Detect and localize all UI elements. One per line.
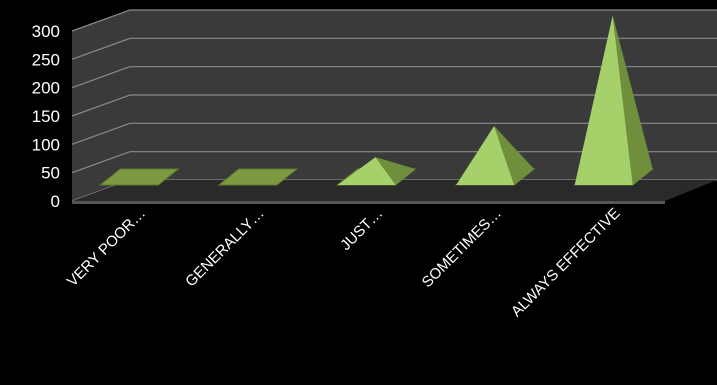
gridline (71, 122, 717, 145)
pyramid-front-face (456, 126, 515, 185)
y-tick-label: 50 (41, 164, 60, 183)
pyramid-side-face (612, 15, 653, 185)
pyramid (98, 168, 180, 186)
gridline (71, 37, 717, 60)
pyramid-side-face (494, 126, 535, 185)
pyramid (454, 126, 536, 186)
gridline (71, 9, 717, 32)
x-tick-label: VERY POOR… (64, 205, 149, 290)
gridline (71, 94, 717, 117)
pyramid-series (98, 15, 655, 186)
pyramid-front-face (574, 15, 633, 185)
pyramid-side-face (375, 157, 416, 185)
pyramid (217, 168, 299, 186)
x-tick-label: ALWAYS EFFECTIVE (508, 205, 624, 321)
y-tick-label: 300 (32, 22, 60, 41)
pyramid-base (98, 168, 180, 186)
y-tick-label: 0 (51, 192, 60, 211)
gridline (71, 151, 717, 174)
x-axis: VERY POOR… GENERALLY… JUST… SOMETIMES… ALWAY… (64, 205, 624, 321)
x-tick-label: GENERALLY… (182, 205, 268, 291)
y-tick-label: 100 (32, 135, 60, 154)
floor-edge (72, 201, 665, 204)
y-tick-label: 250 (32, 50, 60, 69)
y-axis: 0 50 100 150 200 250 300 (32, 22, 60, 211)
y-tick-label: 150 (32, 107, 60, 126)
pyramid-front-face (337, 157, 396, 185)
y-tick-label: 200 (32, 79, 60, 98)
gridline (71, 66, 717, 89)
x-tick-label: JUST… (337, 205, 386, 254)
x-tick-label: SOMETIMES… (419, 205, 505, 291)
pyramid (573, 15, 655, 186)
pyramid (336, 157, 417, 186)
pyramid-base (217, 168, 299, 186)
